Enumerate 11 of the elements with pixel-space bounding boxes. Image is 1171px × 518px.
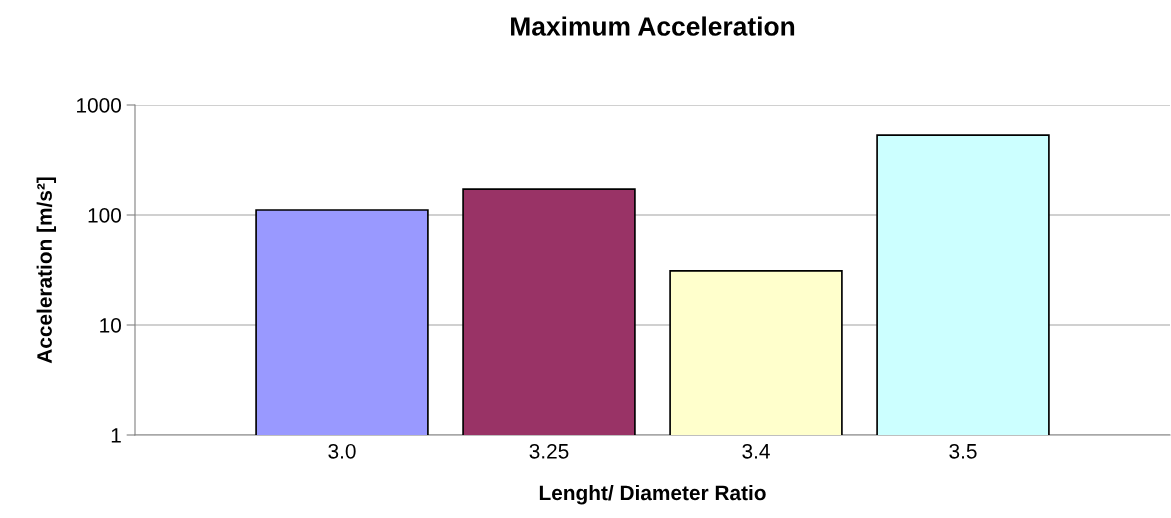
y-tick-label: 1 bbox=[111, 428, 121, 443]
y-tick-label: 10 bbox=[100, 318, 121, 333]
y-tick-label: 100 bbox=[88, 208, 121, 223]
x-axis-title: Lenght/ Diameter Ratio bbox=[539, 484, 766, 505]
chart-title: Maximum Acceleration bbox=[511, 16, 795, 36]
x-tick-label: 3.4 bbox=[742, 443, 770, 459]
x-tick-label: 3.0 bbox=[328, 443, 356, 459]
x-tick-label: 3.5 bbox=[949, 443, 977, 459]
y-axis-title: Acceleration [m/s²] bbox=[36, 177, 57, 364]
y-tick-label: 1000 bbox=[77, 98, 121, 113]
x-tick-label: 3.25 bbox=[529, 443, 569, 459]
